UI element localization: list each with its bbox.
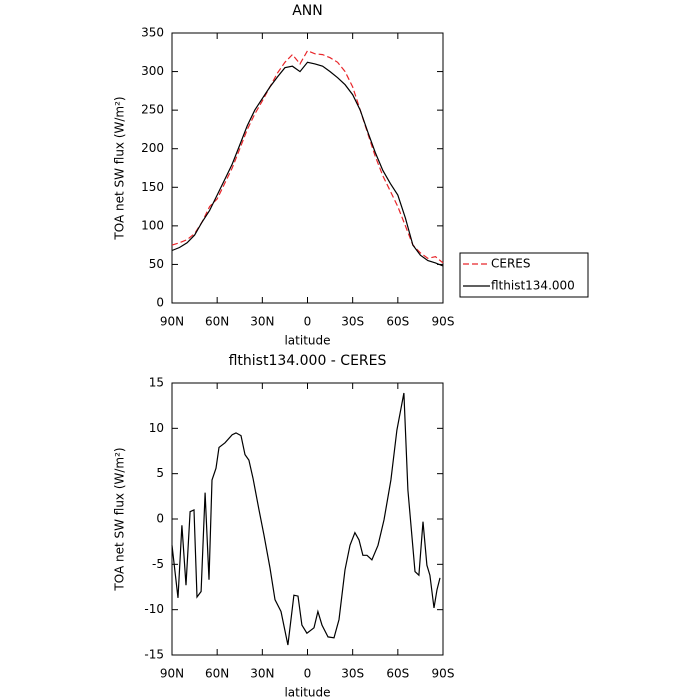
x-tick-label: 30S bbox=[341, 315, 364, 329]
x-tick-label: 0 bbox=[304, 315, 312, 329]
y-tick-label: 100 bbox=[141, 218, 164, 232]
y-tick-label: 350 bbox=[141, 26, 164, 40]
x-tick-label: 90S bbox=[432, 667, 455, 681]
x-tick-label: 60N bbox=[205, 667, 229, 681]
chart-title: ANN bbox=[292, 3, 323, 19]
x-tick-label: 30N bbox=[250, 315, 274, 329]
y-tick-label: -15 bbox=[144, 648, 164, 662]
x-axis-label: latitude bbox=[284, 686, 330, 700]
y-axis-label: TOA net SW flux (W/m²) bbox=[113, 96, 127, 240]
x-tick-label: 90N bbox=[160, 667, 184, 681]
plot-frame bbox=[171, 32, 444, 304]
y-tick-label: 300 bbox=[141, 64, 164, 78]
legend-label: CERES bbox=[491, 257, 531, 271]
legend-box bbox=[459, 252, 589, 298]
y-tick-label: 15 bbox=[149, 376, 164, 390]
y-tick-label: 200 bbox=[141, 141, 164, 155]
data-line bbox=[171, 392, 441, 646]
y-tick-label: -10 bbox=[144, 602, 164, 616]
x-axis-label: latitude bbox=[284, 334, 330, 348]
data-line bbox=[171, 49, 444, 264]
x-tick-label: 60N bbox=[205, 315, 229, 329]
x-tick-label: 60S bbox=[386, 667, 409, 681]
plot-frame bbox=[171, 382, 444, 656]
y-tick-label: 0 bbox=[156, 296, 164, 310]
y-tick-label: 150 bbox=[141, 180, 164, 194]
legend-label: flthist134.000 bbox=[491, 279, 575, 293]
chart-title: flthist134.000 - CERES bbox=[229, 353, 387, 369]
x-tick-label: 30S bbox=[341, 667, 364, 681]
y-tick-label: 0 bbox=[156, 512, 164, 526]
x-tick-label: 0 bbox=[304, 667, 312, 681]
y-tick-label: 250 bbox=[141, 103, 164, 117]
x-tick-label: 90N bbox=[160, 315, 184, 329]
y-tick-label: 10 bbox=[149, 421, 164, 435]
y-axis-label: TOA net SW flux (W/m²) bbox=[113, 447, 127, 591]
x-tick-label: 60S bbox=[386, 315, 409, 329]
x-tick-label: 30N bbox=[250, 667, 274, 681]
x-tick-label: 90S bbox=[432, 315, 455, 329]
y-tick-label: 50 bbox=[149, 257, 164, 271]
y-tick-label: 5 bbox=[156, 466, 164, 480]
y-tick-label: -5 bbox=[152, 557, 164, 571]
data-line bbox=[171, 61, 444, 267]
